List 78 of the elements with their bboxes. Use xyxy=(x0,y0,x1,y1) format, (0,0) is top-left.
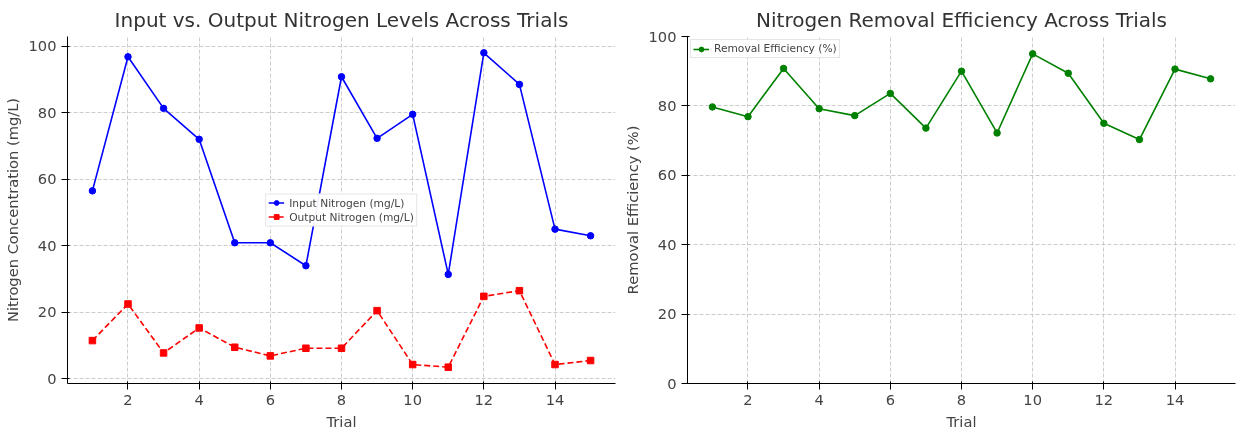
y-tick-label: 0 xyxy=(47,369,57,387)
y-axis-title: Nitrogen Concentration (mg/L) xyxy=(3,97,21,323)
point xyxy=(515,286,524,295)
point xyxy=(551,225,559,233)
y-tick-label: 20 xyxy=(37,303,57,321)
y-tick-label: 40 xyxy=(37,236,57,254)
point xyxy=(922,124,930,132)
point xyxy=(266,239,275,247)
point xyxy=(266,352,275,360)
y-tick-label: 60 xyxy=(37,170,57,188)
y-axis-title: Removal Efficiency (%) xyxy=(623,125,641,295)
x-tick-label: 10 xyxy=(1023,390,1042,408)
y-tick-label: 80 xyxy=(37,103,57,121)
point xyxy=(444,270,452,279)
point xyxy=(957,67,966,75)
x-tick-label: 8 xyxy=(956,390,967,408)
legend-label: Removal Efficiency (%) xyxy=(714,42,837,55)
point xyxy=(815,104,823,113)
y-tick-label: 80 xyxy=(657,96,677,114)
y-tick-label: 100 xyxy=(648,27,677,45)
point xyxy=(231,239,239,247)
point xyxy=(195,135,203,144)
point xyxy=(408,110,417,119)
y-tick-label: 60 xyxy=(657,166,677,184)
x-tick-label: 14 xyxy=(545,390,565,408)
point xyxy=(1206,75,1215,83)
legend-label: Input Nitrogen (mg/L) xyxy=(289,196,405,209)
point xyxy=(195,324,203,332)
point xyxy=(708,103,717,111)
x-tick-label: 6 xyxy=(265,390,275,408)
point xyxy=(159,104,168,113)
x-axis-title: Trial xyxy=(325,412,357,430)
point xyxy=(515,80,524,89)
x-tick-label: 4 xyxy=(194,390,204,408)
point xyxy=(1028,50,1037,58)
point xyxy=(302,261,310,270)
legend-label: Output Nitrogen (mg/L) xyxy=(289,210,414,223)
point xyxy=(993,129,1001,137)
point xyxy=(1064,69,1072,78)
x-tick-label: 8 xyxy=(336,390,347,408)
point xyxy=(1135,135,1144,144)
point xyxy=(480,49,488,57)
point xyxy=(779,64,788,73)
chart-title: Nitrogen Removal Efficiency Across Trials xyxy=(756,7,1167,32)
x-tick-label: 4 xyxy=(814,390,824,408)
point xyxy=(851,111,859,120)
point xyxy=(337,73,346,81)
x-tick-label: 12 xyxy=(1094,390,1114,408)
x-tick-label: 12 xyxy=(474,390,494,408)
x-tick-label: 10 xyxy=(403,390,422,408)
point xyxy=(159,349,168,357)
point xyxy=(124,300,132,308)
point xyxy=(886,89,895,98)
x-tick-label: 6 xyxy=(885,390,895,408)
y-tick-label: 40 xyxy=(657,235,677,253)
y-tick-label: 100 xyxy=(28,37,57,55)
point xyxy=(373,306,381,315)
point xyxy=(1171,65,1179,73)
x-tick-label: 2 xyxy=(743,390,753,408)
x-tick-label: 2 xyxy=(123,390,133,408)
y-tick-label: 0 xyxy=(667,374,677,392)
x-tick-label: 14 xyxy=(1165,390,1185,408)
point xyxy=(586,232,595,240)
point xyxy=(444,363,452,371)
point xyxy=(408,360,417,369)
point xyxy=(480,292,488,301)
y-tick-label: 20 xyxy=(657,305,677,323)
point xyxy=(551,360,559,369)
chart-title: Input vs. Output Nitrogen Levels Across Trials xyxy=(114,7,569,32)
point xyxy=(1100,119,1108,127)
point xyxy=(337,344,346,352)
point xyxy=(744,112,752,121)
x-axis-title: Trial xyxy=(945,412,977,430)
point xyxy=(124,53,132,61)
point xyxy=(373,134,381,143)
point xyxy=(231,343,239,351)
point xyxy=(302,344,310,352)
point xyxy=(88,187,97,195)
